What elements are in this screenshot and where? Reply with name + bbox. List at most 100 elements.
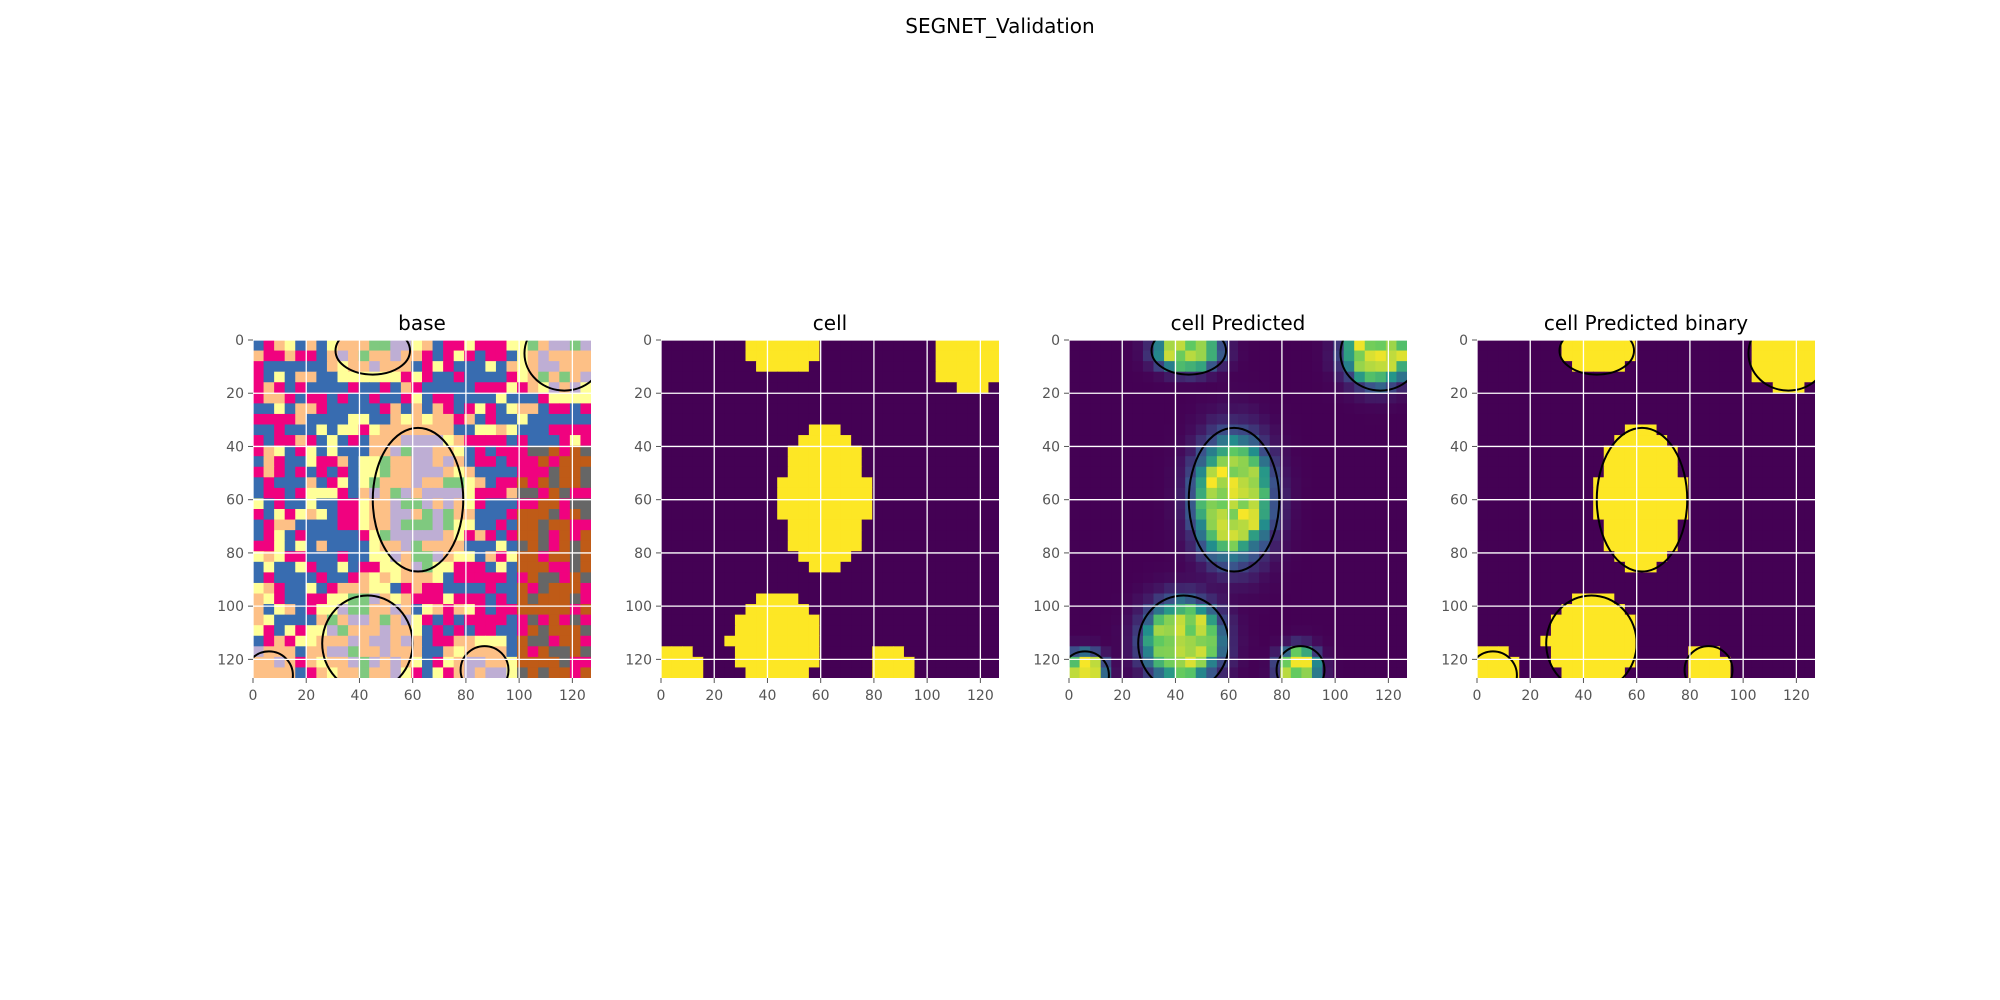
heatmap-cell — [432, 561, 444, 573]
heatmap-cell — [977, 350, 990, 362]
heatmap-cell — [464, 582, 476, 595]
heatmap-cell — [443, 445, 455, 457]
heatmap-cell — [538, 371, 550, 383]
heatmap-cell — [1090, 456, 1102, 468]
heatmap-cell — [1364, 551, 1376, 563]
heatmap-cell — [713, 340, 725, 352]
heatmap-cell — [453, 582, 465, 595]
heatmap-cell — [506, 413, 518, 426]
y-tick-label: 20 — [226, 386, 244, 402]
heatmap-cell — [1540, 593, 1552, 605]
heatmap-cell — [661, 530, 673, 542]
heatmap-cell — [432, 593, 444, 605]
heatmap-cell — [495, 582, 508, 595]
heatmap-cell — [1259, 604, 1271, 616]
heatmap-cell — [1540, 519, 1552, 531]
heatmap-cell — [569, 646, 582, 658]
heatmap-cell — [1614, 540, 1626, 552]
heatmap-cell — [443, 656, 455, 669]
heatmap-cell — [925, 413, 937, 426]
heatmap-cell — [1646, 392, 1658, 404]
heatmap-cell — [1550, 635, 1563, 647]
heatmap-cell — [661, 340, 673, 352]
heatmap-cell — [1111, 466, 1123, 478]
heatmap-cell — [1519, 466, 1531, 478]
heatmap-cell — [1090, 530, 1102, 542]
heatmap-cell — [893, 382, 905, 394]
heatmap-cell — [485, 392, 497, 404]
heatmap-cell — [925, 350, 937, 362]
heatmap-cell — [1646, 340, 1658, 352]
heatmap-cell — [1550, 498, 1563, 510]
heatmap-cell — [1646, 625, 1658, 637]
heatmap-cell — [284, 540, 296, 552]
heatmap-cell — [967, 509, 979, 521]
heatmap-cell — [379, 540, 391, 552]
heatmap-cell — [432, 551, 444, 563]
heatmap-cell — [1343, 561, 1355, 573]
heatmap-cell — [326, 466, 339, 478]
heatmap-cell — [840, 361, 852, 373]
heatmap-cell — [1216, 382, 1229, 394]
heatmap-cell — [1762, 635, 1774, 647]
heatmap-cell — [379, 487, 391, 500]
heatmap-cell — [1572, 530, 1584, 542]
heatmap-cell — [1762, 561, 1774, 573]
heatmap-cell — [1677, 498, 1689, 510]
heatmap-cell — [295, 572, 307, 584]
heatmap-cell — [1508, 445, 1520, 457]
heatmap-cell — [1100, 413, 1112, 426]
heatmap-cell — [538, 445, 550, 457]
heatmap-cell — [1259, 561, 1271, 573]
heatmap-cell — [1364, 540, 1376, 552]
heatmap-cell — [840, 551, 852, 563]
heatmap-cell — [569, 466, 582, 478]
heatmap-cell — [1572, 487, 1584, 500]
heatmap-cell — [808, 635, 821, 647]
heatmap-cell — [766, 646, 778, 658]
heatmap-cell — [745, 604, 757, 616]
heatmap-cell — [661, 635, 673, 647]
heatmap-cell — [1624, 498, 1637, 510]
heatmap-cell — [1121, 424, 1133, 436]
heatmap-cell — [1206, 340, 1218, 352]
heatmap-cell — [851, 466, 863, 478]
heatmap-cell — [946, 435, 958, 447]
heatmap-cell — [1396, 445, 1408, 457]
heatmap-cell — [967, 392, 979, 404]
heatmap-cell — [453, 424, 465, 436]
heatmap-cell — [808, 413, 821, 426]
heatmap-cell — [893, 445, 905, 457]
heatmap-cell — [1385, 435, 1398, 447]
heatmap-cell — [766, 530, 778, 542]
heatmap-cell — [956, 466, 968, 478]
heatmap-cell — [1487, 604, 1499, 616]
heatmap-cell — [988, 530, 1000, 542]
heatmap-cell — [559, 540, 571, 552]
heatmap-cell — [967, 540, 979, 552]
heatmap-cell — [893, 593, 905, 605]
heatmap-cell — [1751, 350, 1763, 362]
heatmap-cell — [1100, 371, 1112, 383]
heatmap-cell — [808, 551, 821, 563]
heatmap-cell — [1804, 540, 1816, 552]
heatmap-cell — [538, 593, 550, 605]
heatmap-cell — [1772, 519, 1784, 531]
heatmap-cell — [1656, 582, 1668, 595]
heatmap-cell — [819, 519, 831, 531]
heatmap-cell — [390, 614, 402, 626]
heatmap-cell — [872, 445, 884, 457]
heatmap-cell — [1185, 656, 1197, 669]
heatmap-cell — [337, 540, 349, 552]
heatmap-cell — [305, 561, 317, 573]
heatmap-cell — [756, 530, 768, 542]
heatmap-cell — [1709, 646, 1721, 658]
heatmap-cell — [464, 656, 476, 669]
heatmap-cell — [263, 530, 275, 542]
heatmap-cell — [1290, 424, 1302, 436]
heatmap-cell — [559, 530, 571, 542]
heatmap-cell — [348, 487, 360, 500]
heatmap-cell — [337, 382, 349, 394]
heatmap-cell — [935, 614, 947, 626]
heatmap-cell — [671, 625, 683, 637]
